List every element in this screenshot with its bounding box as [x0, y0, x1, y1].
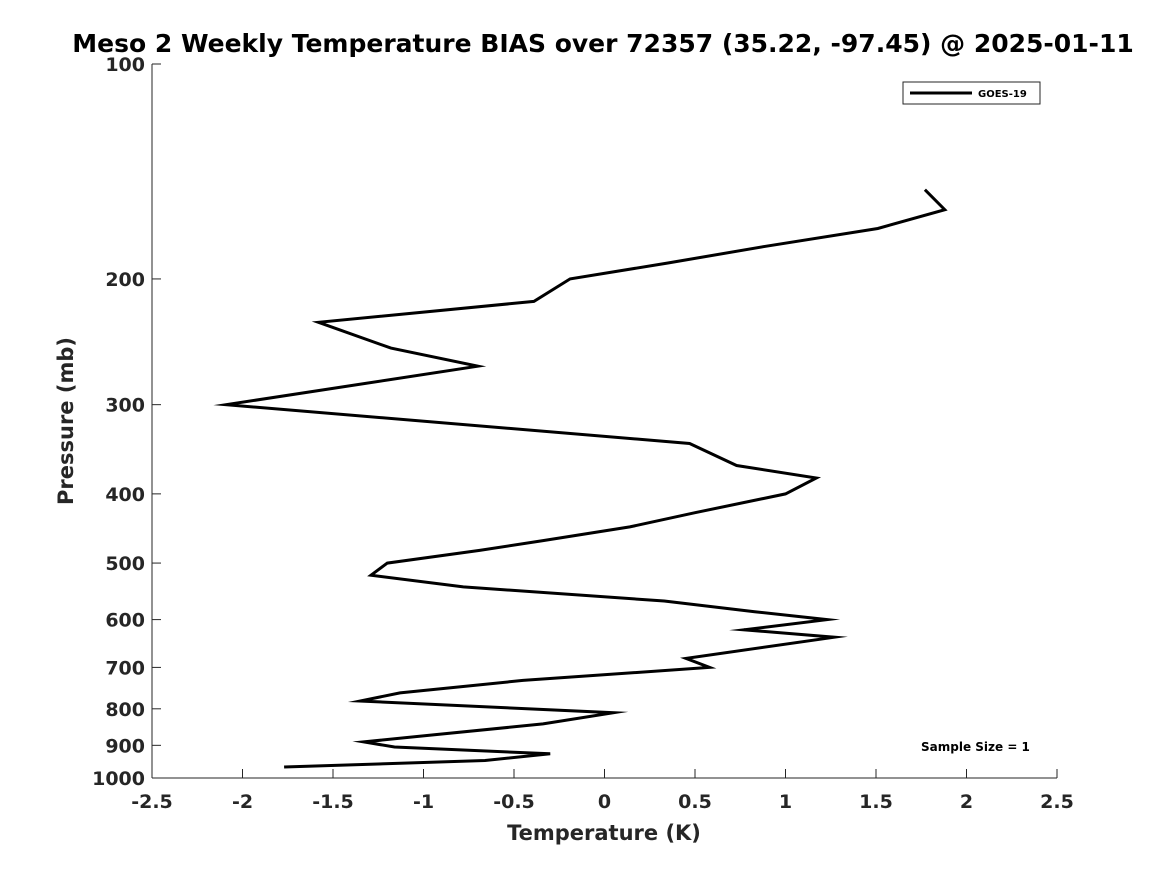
x-tick-label: 1 [779, 791, 792, 813]
y-tick-label: 700 [105, 657, 145, 679]
x-tick-label: -1.5 [312, 791, 354, 813]
y-tick-label: 900 [105, 735, 145, 757]
y-tick-label: 1000 [92, 768, 145, 790]
y-tick-label: 200 [105, 269, 145, 291]
x-tick-label: -0.5 [493, 791, 535, 813]
y-tick-label: 300 [105, 395, 145, 417]
x-axis-label: Temperature (K) [507, 821, 701, 845]
y-tick-label: 400 [105, 484, 145, 506]
y-ticks: 100 200 300 400 500 600 700 800 900 1000 [92, 54, 161, 790]
x-tick-label: 2.5 [1040, 791, 1074, 813]
chart-title: Meso 2 Weekly Temperature BIAS over 7235… [72, 29, 1133, 58]
series-layer [213, 188, 948, 769]
x-tick-label: 1.5 [859, 791, 893, 813]
x-tick-label: 0.5 [678, 791, 712, 813]
sample-size-annotation: Sample Size = 1 [921, 740, 1030, 754]
x-tick-label: -2.5 [131, 791, 173, 813]
plot-area [152, 64, 1057, 778]
series-line-goes-19 [213, 188, 948, 769]
x-tick-label: 0 [598, 791, 611, 813]
x-tick-label: -2 [232, 791, 253, 813]
legend: GOES-19 [902, 81, 1041, 105]
x-tick-label: 2 [960, 791, 973, 813]
legend-label-goes-19: GOES-19 [978, 89, 1027, 100]
x-tick-label: -1 [413, 791, 434, 813]
y-tick-label: 500 [105, 553, 145, 575]
y-tick-label: 800 [105, 699, 145, 721]
x-ticks: -2.5 -2 -1.5 -1 -0.5 0 0.5 1 1.5 2 2.5 [131, 769, 1074, 813]
y-tick-label: 100 [105, 54, 145, 76]
y-tick-label: 600 [105, 610, 145, 632]
y-axis-label: Pressure (mb) [54, 337, 78, 505]
